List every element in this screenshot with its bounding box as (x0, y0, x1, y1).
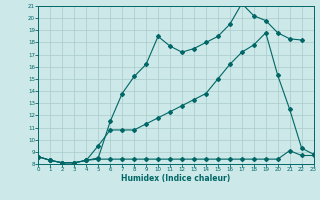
X-axis label: Humidex (Indice chaleur): Humidex (Indice chaleur) (121, 174, 231, 183)
